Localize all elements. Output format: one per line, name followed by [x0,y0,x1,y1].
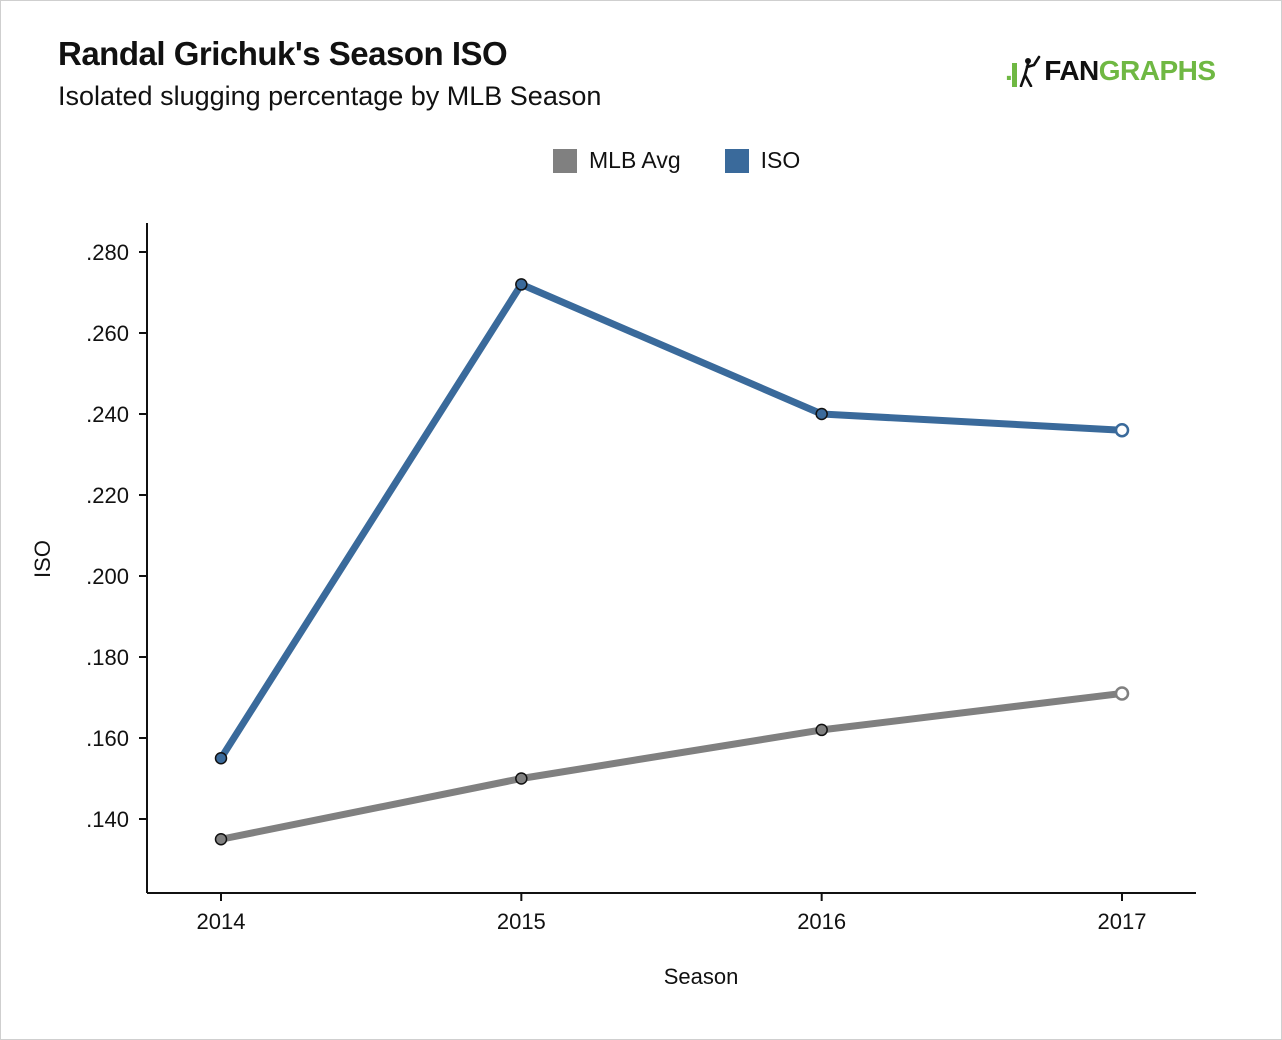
series-line-iso [217,280,1126,762]
data-point-iso [515,278,528,291]
y-tick-label: .280 [86,240,129,265]
data-point-mlb-avg [515,772,528,785]
x-tick-label: 2017 [1098,909,1147,934]
chart-title: Randal Grichuk's Season ISO [58,35,508,72]
data-point-mlb-avg [1114,686,1130,701]
y-tick-label: .180 [86,645,129,670]
series-line-mlb-avg [217,689,1126,843]
y-tick-label: .260 [86,321,129,346]
y-axis-label: ISO [30,540,55,578]
legend-swatch-mlb-avg [553,148,577,173]
x-axis-label: Season [664,964,739,989]
legend-label-iso: ISO [760,147,801,173]
legend-item-mlb-avg[interactable]: MLB Avg [553,147,681,174]
x-tick-label: 2014 [197,909,246,934]
legend: MLB Avg ISO [553,147,844,174]
y-tick-label: .160 [86,726,129,751]
legend-label-mlb-avg: MLB Avg [589,147,681,173]
series-points [214,278,1130,846]
data-point-iso [214,752,228,765]
chart-subtitle: Isolated slugging percentage by MLB Seas… [58,81,602,111]
data-point-mlb-avg [815,723,828,737]
axes [146,223,1196,894]
y-tick-label: .220 [86,483,129,508]
series-lines [217,280,1126,843]
logo-prefix: . [1005,55,1013,86]
legend-swatch-iso [724,148,749,173]
logo-fan: FAN [1044,55,1099,86]
x-axis-ticks: 2014 2015 2016 2017 [197,893,1147,934]
batter-icon [1012,55,1041,87]
logo-graphs: GRAPHS [1098,55,1216,86]
legend-item-iso[interactable]: ISO [724,147,801,174]
y-tick-label: .200 [86,564,129,589]
data-point-mlb-avg [214,833,228,846]
x-tick-label: 2015 [497,909,546,934]
data-point-iso [1114,422,1130,438]
y-axis-ticks: .140 .160 .180 .200 .220 .240 .260 .280 [86,240,147,832]
fangraphs-logo: . FAN GRAPHS [1005,51,1216,91]
y-tick-label: .140 [86,807,129,832]
x-tick-label: 2016 [797,909,846,934]
data-point-iso [815,407,828,421]
y-tick-label: .240 [86,402,129,427]
